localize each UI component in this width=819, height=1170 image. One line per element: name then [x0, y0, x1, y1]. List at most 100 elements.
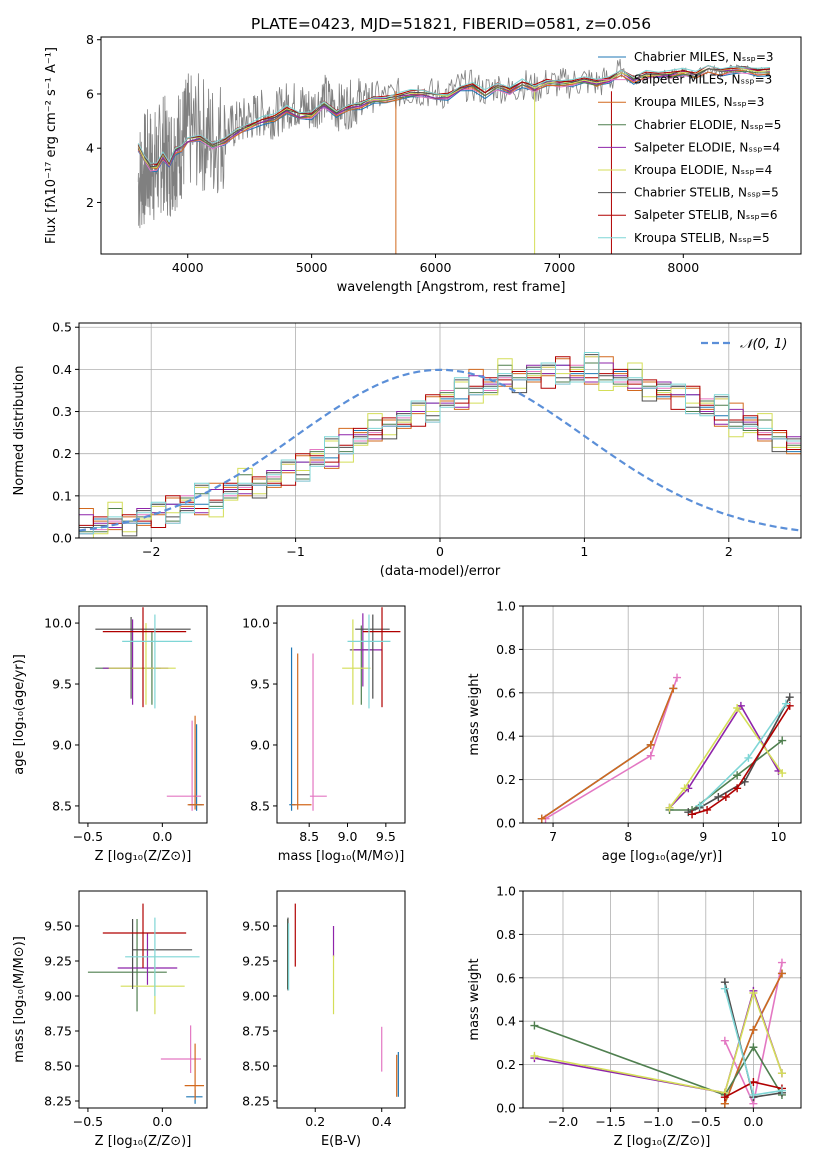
legend-label: Salpeter ELODIE, Nₛₛₚ=4 — [634, 140, 780, 154]
plus-marker — [680, 784, 689, 793]
y-tick-label: 0.6 — [496, 685, 516, 700]
y-tick-label: 9.00 — [242, 989, 270, 1004]
axes-frame — [522, 890, 802, 1109]
axes-frame — [78, 605, 208, 824]
y-tick-label: 9.0 — [52, 737, 72, 752]
legend-label: Salpeter STELIB, Nₛₛₚ=6 — [634, 208, 778, 222]
x-tick-label: 0 — [436, 544, 444, 559]
model-spectrum — [137, 66, 771, 168]
chart-title: PLATE=0423, MJD=51821, FIBERID=0581, z=0… — [251, 15, 651, 33]
y-tick-label: 0.2 — [52, 446, 72, 461]
y-axis-label: mass weight — [467, 958, 482, 1040]
x-tick-label: 6000 — [420, 260, 452, 275]
normal-curve — [79, 368, 801, 532]
errorbar-point — [120, 955, 185, 1015]
y-axis-label: mass weight — [467, 673, 482, 755]
plus-marker — [777, 969, 786, 978]
plus-marker — [714, 792, 723, 801]
weight-line — [699, 703, 787, 807]
errorbar-point — [102, 619, 169, 705]
y-tick-label: 8.25 — [44, 1094, 72, 1109]
weight-line — [541, 688, 675, 820]
chart-mass_vs_Z: −0.5 0.0 8.25 8.50 8.75 9.00 9.25 9.50 Z [log₁₀(… — [12, 890, 208, 1149]
x-tick-label: 7 — [549, 829, 557, 844]
x-tick-label: 10 — [771, 829, 787, 844]
plus-marker — [749, 1043, 758, 1052]
y-tick-label: 8.5 — [250, 798, 270, 813]
legend-label: 𝒩(0, 1) — [740, 337, 787, 352]
errorbar-point — [125, 917, 200, 996]
x-tick-label: −1.0 — [643, 1114, 673, 1129]
plot-area — [79, 352, 801, 538]
x-tick-label: 2 — [725, 544, 733, 559]
y-tick-label: 0.4 — [52, 362, 72, 377]
y-tick-label: 9.5 — [250, 677, 270, 692]
axes-frame — [78, 890, 208, 1109]
axes-frame — [276, 890, 406, 1109]
histogram-step — [79, 362, 801, 533]
plus-marker — [733, 703, 742, 712]
y-tick-label: 0.6 — [496, 970, 516, 985]
plus-marker — [733, 771, 742, 780]
y-tick-label: 9.50 — [44, 919, 72, 934]
legend-label: Kroupa ELODIE, Nₛₛₚ=4 — [634, 163, 772, 177]
x-tick-label: 0.2 — [305, 1114, 325, 1129]
y-tick-label: 0.2 — [496, 772, 516, 787]
histogram-step — [79, 352, 801, 535]
y-tick-label: 8.50 — [242, 1059, 270, 1074]
chart-age_vs_mass: 8.5 9.0 9.5 8.5 9.0 9.5 10.0 mass [log₁₀(M/M⊙)] — [242, 605, 406, 864]
legend-label: Chabrier STELIB, Nₛₛₚ=5 — [634, 186, 779, 200]
model-spectrum — [137, 65, 771, 164]
errorbar-point — [102, 607, 187, 708]
legend-label: Kroupa MILES, Nₛₛₚ=3 — [634, 95, 764, 109]
x-axis-label: (data-model)/error — [380, 564, 501, 579]
x-tick-label: −1.5 — [595, 1114, 625, 1129]
x-tick-label: 0.0 — [152, 829, 172, 844]
plus-marker — [646, 740, 655, 749]
y-axis-label: age [log₁₀(age/yr)] — [12, 654, 27, 775]
chart-age_vs_Z: −0.5 0.0 8.5 9.0 9.5 10.0 Z [log₁₀(Z/Z⊙)] age [… — [12, 605, 208, 864]
errorbar-point — [117, 933, 178, 985]
y-tick-label: 1.0 — [496, 884, 516, 899]
legend-label: Kroupa STELIB, Nₛₛₚ=5 — [634, 231, 770, 245]
y-tick-label: 0.8 — [496, 927, 516, 942]
x-tick-label: 1 — [580, 544, 588, 559]
plot-area — [87, 903, 205, 1104]
x-tick-label: 9.5 — [376, 829, 396, 844]
errorbar-point — [166, 720, 202, 811]
x-tick-label: −0.5 — [73, 1114, 103, 1129]
weight-line — [541, 688, 675, 820]
y-tick-label: 8.25 — [242, 1094, 270, 1109]
chart-weight_vs_Z: −2.0 −1.5 −1.0 −0.5 0.0 0.0 0.2 0.4 0.6 0.8 1.0 Z [… — [467, 884, 802, 1149]
chart-weight_vs_age: 7 8 9 10 0.0 0.2 0.4 0.6 0.8 1.0 age [log₁₀(age/yr… — [467, 599, 802, 864]
y-tick-label: 0.8 — [496, 642, 516, 657]
y-tick-label: 0.4 — [496, 1014, 516, 1029]
y-tick-label: 8.75 — [242, 1024, 270, 1039]
plus-marker — [537, 814, 546, 823]
plus-marker — [778, 736, 787, 745]
y-tick-label: 9.25 — [242, 954, 270, 969]
y-tick-label: 0.5 — [52, 320, 72, 335]
y-tick-label: 8 — [86, 32, 94, 47]
plus-marker — [646, 751, 655, 760]
errorbar-point — [187, 715, 205, 810]
plot-area — [137, 58, 771, 254]
y-axis-label: Flux [fλ10⁻¹⁷ erg cm⁻² s⁻¹ A⁻¹] — [44, 47, 59, 244]
chart-mass_vs_EBV: 0.2 0.4 8.25 8.50 8.75 9.00 9.25 9.50 E(B-V) — [242, 890, 406, 1149]
errorbar-point — [122, 614, 193, 709]
x-tick-label: 9 — [699, 829, 707, 844]
y-tick-label: 8.5 — [52, 798, 72, 813]
errorbar-point — [184, 1043, 205, 1100]
errorbar-point — [189, 724, 203, 811]
plus-marker — [749, 1025, 758, 1034]
x-axis-label: mass [log₁₀(M/M⊙)] — [278, 849, 405, 864]
x-tick-label: −1 — [286, 544, 304, 559]
errorbar-point — [102, 903, 187, 968]
legend-label: Salpeter MILES, Nₛₛₚ=3 — [634, 73, 772, 87]
plus-marker — [695, 801, 704, 810]
errorbar-point — [351, 613, 383, 687]
y-tick-label: 2 — [86, 195, 94, 210]
chart-residuals: −2 −1 0 1 2 0.0 0.1 0.2 0.3 0.4 0.5 (data-model)/er… — [12, 320, 802, 579]
legend-label: Chabrier ELODIE, Nₛₛₚ=5 — [634, 118, 781, 132]
